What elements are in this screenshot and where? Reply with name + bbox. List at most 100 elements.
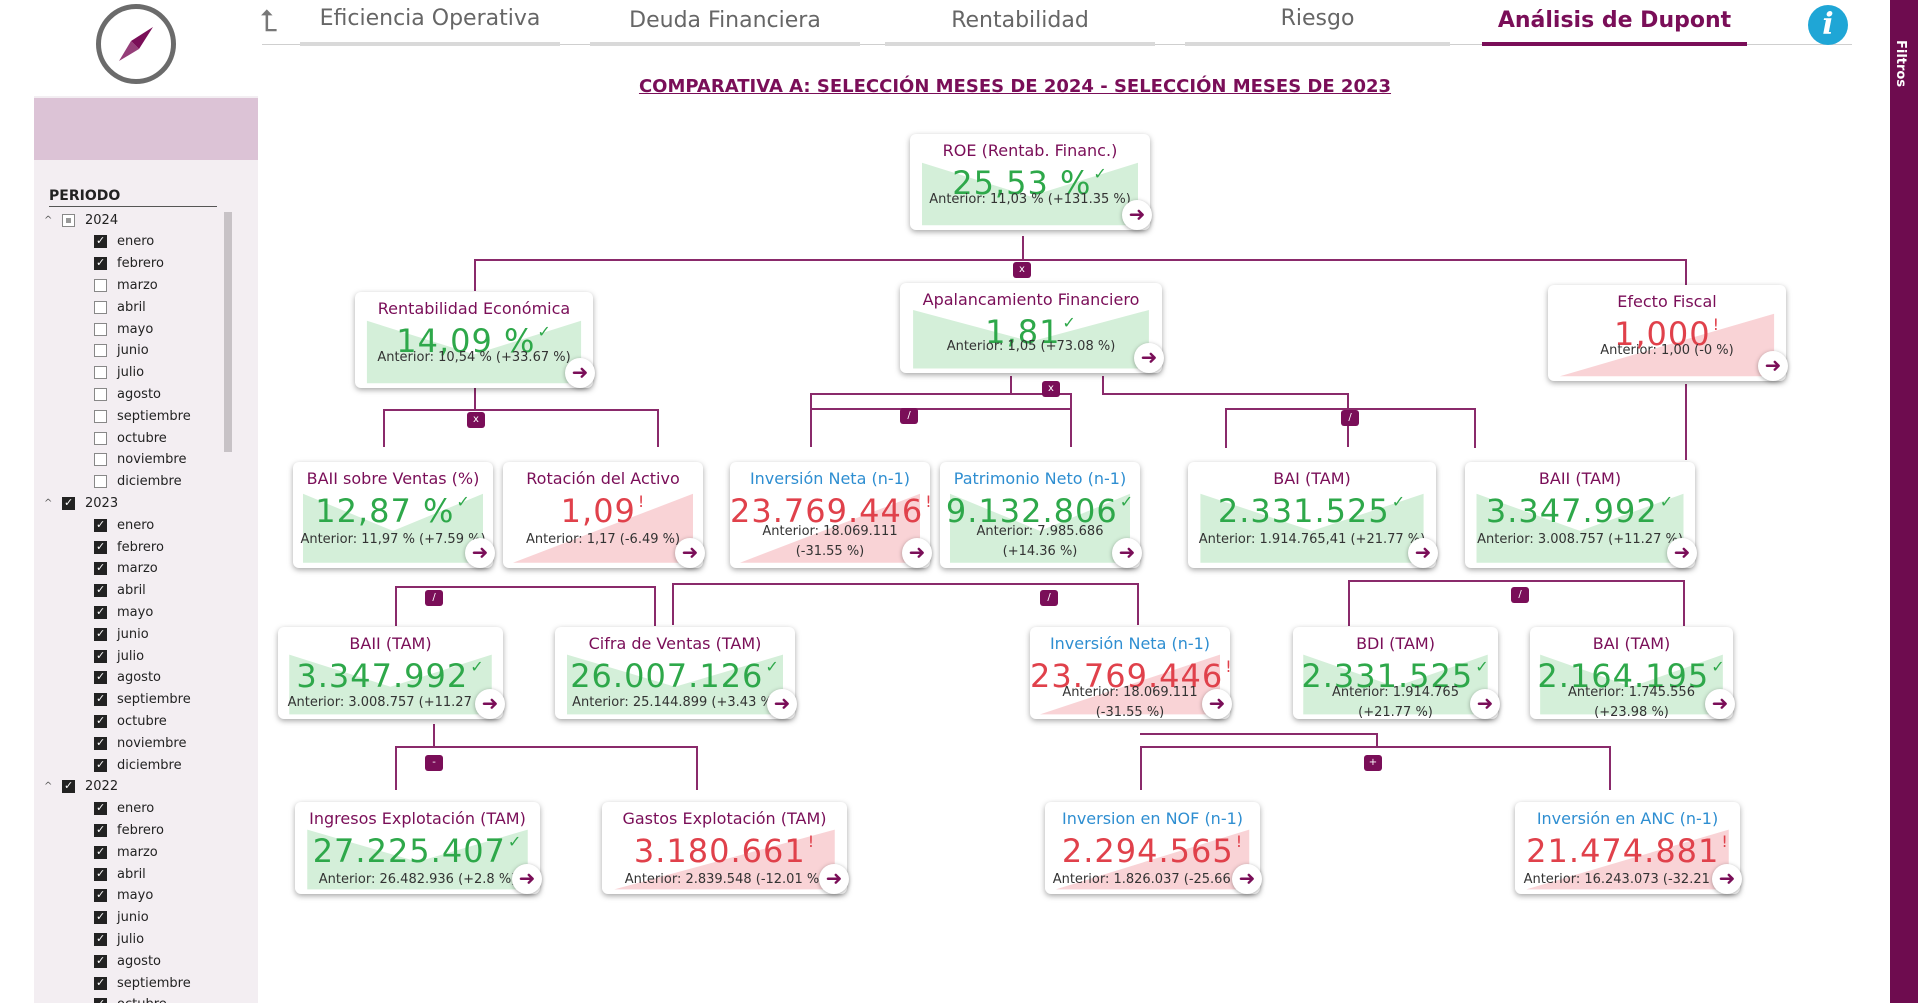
drillthrough-arrow-icon[interactable]: ➜ xyxy=(1705,689,1735,719)
month-checkbox[interactable] xyxy=(94,627,107,641)
month-checkbox[interactable] xyxy=(94,867,107,881)
slicer-month-item[interactable]: enero xyxy=(94,799,154,819)
month-checkbox[interactable] xyxy=(94,910,107,925)
month-checkbox[interactable] xyxy=(94,932,107,946)
month-checkbox[interactable] xyxy=(94,736,107,750)
slicer-month-item[interactable]: octubre xyxy=(94,995,167,1003)
filters-pane[interactable] xyxy=(1890,0,1918,1003)
slicer-month-item[interactable]: junio xyxy=(94,908,149,928)
drillthrough-arrow-icon[interactable]: ➜ xyxy=(1470,689,1500,719)
month-checkbox[interactable] xyxy=(94,278,107,292)
slicer-month-item[interactable]: julio xyxy=(94,929,144,949)
drillthrough-arrow-icon[interactable]: ➜ xyxy=(675,538,705,568)
drillthrough-arrow-icon[interactable]: ➜ xyxy=(465,538,495,568)
drillthrough-arrow-icon[interactable]: ➜ xyxy=(1232,864,1262,894)
slicer-month-item[interactable]: marzo xyxy=(94,275,158,295)
slicer-month-item[interactable]: mayo xyxy=(94,319,153,339)
month-checkbox[interactable] xyxy=(94,366,107,380)
slicer-scrollbar[interactable] xyxy=(224,212,232,452)
collapse-caret-icon[interactable]: ^ xyxy=(44,781,53,793)
slicer-month-item[interactable]: agosto xyxy=(94,668,161,688)
year-checkbox[interactable] xyxy=(62,496,75,510)
drillthrough-arrow-icon[interactable]: ➜ xyxy=(475,689,505,719)
tab-deuda-financiera[interactable]: Deuda Financiera xyxy=(629,8,821,33)
slicer-month-item[interactable]: marzo xyxy=(94,559,158,579)
slicer-month-item[interactable]: septiembre xyxy=(94,406,191,426)
month-checkbox[interactable] xyxy=(94,649,107,663)
slicer-month-item[interactable]: octubre xyxy=(94,711,167,731)
month-checkbox[interactable] xyxy=(94,888,107,903)
slicer-month-item[interactable]: agosto xyxy=(94,951,161,971)
drillthrough-arrow-icon[interactable]: ➜ xyxy=(767,689,797,719)
month-checkbox[interactable] xyxy=(94,431,107,445)
drillthrough-arrow-icon[interactable]: ➜ xyxy=(1408,538,1438,568)
month-checkbox[interactable] xyxy=(94,256,107,271)
slicer-month-item[interactable]: junio xyxy=(94,341,149,361)
tab-riesgo[interactable]: Riesgo xyxy=(1280,6,1355,31)
slicer-month-item[interactable]: septiembre xyxy=(94,973,191,993)
month-checkbox[interactable] xyxy=(94,344,107,358)
month-checkbox[interactable] xyxy=(94,322,107,336)
month-checkbox[interactable] xyxy=(94,453,107,467)
month-checkbox[interactable] xyxy=(94,714,107,728)
drillthrough-arrow-icon[interactable]: ➜ xyxy=(902,538,932,568)
slicer-month-item[interactable]: febrero xyxy=(94,537,164,557)
month-checkbox[interactable] xyxy=(94,540,107,554)
slicer-month-item[interactable]: mayo xyxy=(94,886,153,906)
tab-rentabilidad[interactable]: Rentabilidad xyxy=(951,8,1089,33)
slicer-month-item[interactable]: enero xyxy=(94,232,154,252)
slicer-month-item[interactable]: junio xyxy=(94,624,149,644)
collapse-caret-icon[interactable]: ^ xyxy=(44,214,53,226)
drillthrough-arrow-icon[interactable]: ➜ xyxy=(1134,343,1164,373)
period-slicer-list[interactable]: ^ 2024 enero febrero marzo abril mayo junio juli… xyxy=(44,210,234,1003)
month-checkbox[interactable] xyxy=(94,387,107,401)
month-checkbox[interactable] xyxy=(94,692,107,707)
drillthrough-arrow-icon[interactable]: ➜ xyxy=(1122,200,1152,230)
drillthrough-arrow-icon[interactable]: ➜ xyxy=(565,358,595,388)
slicer-year-2023[interactable]: ^ 2023 xyxy=(44,493,118,513)
month-checkbox[interactable] xyxy=(94,409,107,423)
slicer-month-item[interactable]: abril xyxy=(94,297,146,317)
drillthrough-arrow-icon[interactable]: ➜ xyxy=(1667,538,1697,568)
month-checkbox[interactable] xyxy=(94,997,107,1003)
slicer-month-item[interactable]: febrero xyxy=(94,254,164,274)
filters-label[interactable]: Filtros xyxy=(1893,40,1908,88)
collapse-caret-icon[interactable]: ^ xyxy=(44,497,53,509)
month-checkbox[interactable] xyxy=(94,670,107,685)
month-checkbox[interactable] xyxy=(94,758,107,772)
month-checkbox[interactable] xyxy=(94,823,107,837)
month-checkbox[interactable] xyxy=(94,475,107,489)
back-arrow-icon[interactable]: ⮤ xyxy=(260,4,278,39)
slicer-month-item[interactable]: enero xyxy=(94,515,154,535)
year-checkbox[interactable] xyxy=(62,779,75,794)
drillthrough-arrow-icon[interactable]: ➜ xyxy=(1712,864,1742,894)
month-checkbox[interactable] xyxy=(94,518,107,532)
slicer-year-2024[interactable]: ^ 2024 xyxy=(44,210,118,230)
slicer-month-item[interactable]: noviembre xyxy=(94,450,186,470)
month-checkbox[interactable] xyxy=(94,801,107,816)
slicer-month-item[interactable]: diciembre xyxy=(94,755,182,775)
drillthrough-arrow-icon[interactable]: ➜ xyxy=(512,864,542,894)
slicer-month-item[interactable]: abril xyxy=(94,864,146,884)
month-checkbox[interactable] xyxy=(94,954,107,968)
drillthrough-arrow-icon[interactable]: ➜ xyxy=(1112,538,1142,568)
month-checkbox[interactable] xyxy=(94,300,107,314)
slicer-month-item[interactable]: diciembre xyxy=(94,472,182,492)
slicer-month-item[interactable]: julio xyxy=(94,363,144,383)
month-checkbox[interactable] xyxy=(94,561,107,576)
month-checkbox[interactable] xyxy=(94,976,107,990)
year-checkbox[interactable] xyxy=(62,213,75,227)
tab-analisis-dupont[interactable]: Análisis de Dupont xyxy=(1497,8,1732,33)
month-checkbox[interactable] xyxy=(94,583,107,598)
month-checkbox[interactable] xyxy=(94,605,107,619)
drillthrough-arrow-icon[interactable]: ➜ xyxy=(819,864,849,894)
tab-eficiencia-operativa[interactable]: Eficiencia Operativa xyxy=(319,6,541,31)
info-icon[interactable]: i xyxy=(1808,5,1848,45)
slicer-month-item[interactable]: julio xyxy=(94,646,144,666)
slicer-month-item[interactable]: septiembre xyxy=(94,690,191,710)
slicer-month-item[interactable]: febrero xyxy=(94,820,164,840)
slicer-month-item[interactable]: octubre xyxy=(94,428,167,448)
slicer-month-item[interactable]: abril xyxy=(94,581,146,601)
slicer-month-item[interactable]: agosto xyxy=(94,384,161,404)
month-checkbox[interactable] xyxy=(94,845,107,859)
